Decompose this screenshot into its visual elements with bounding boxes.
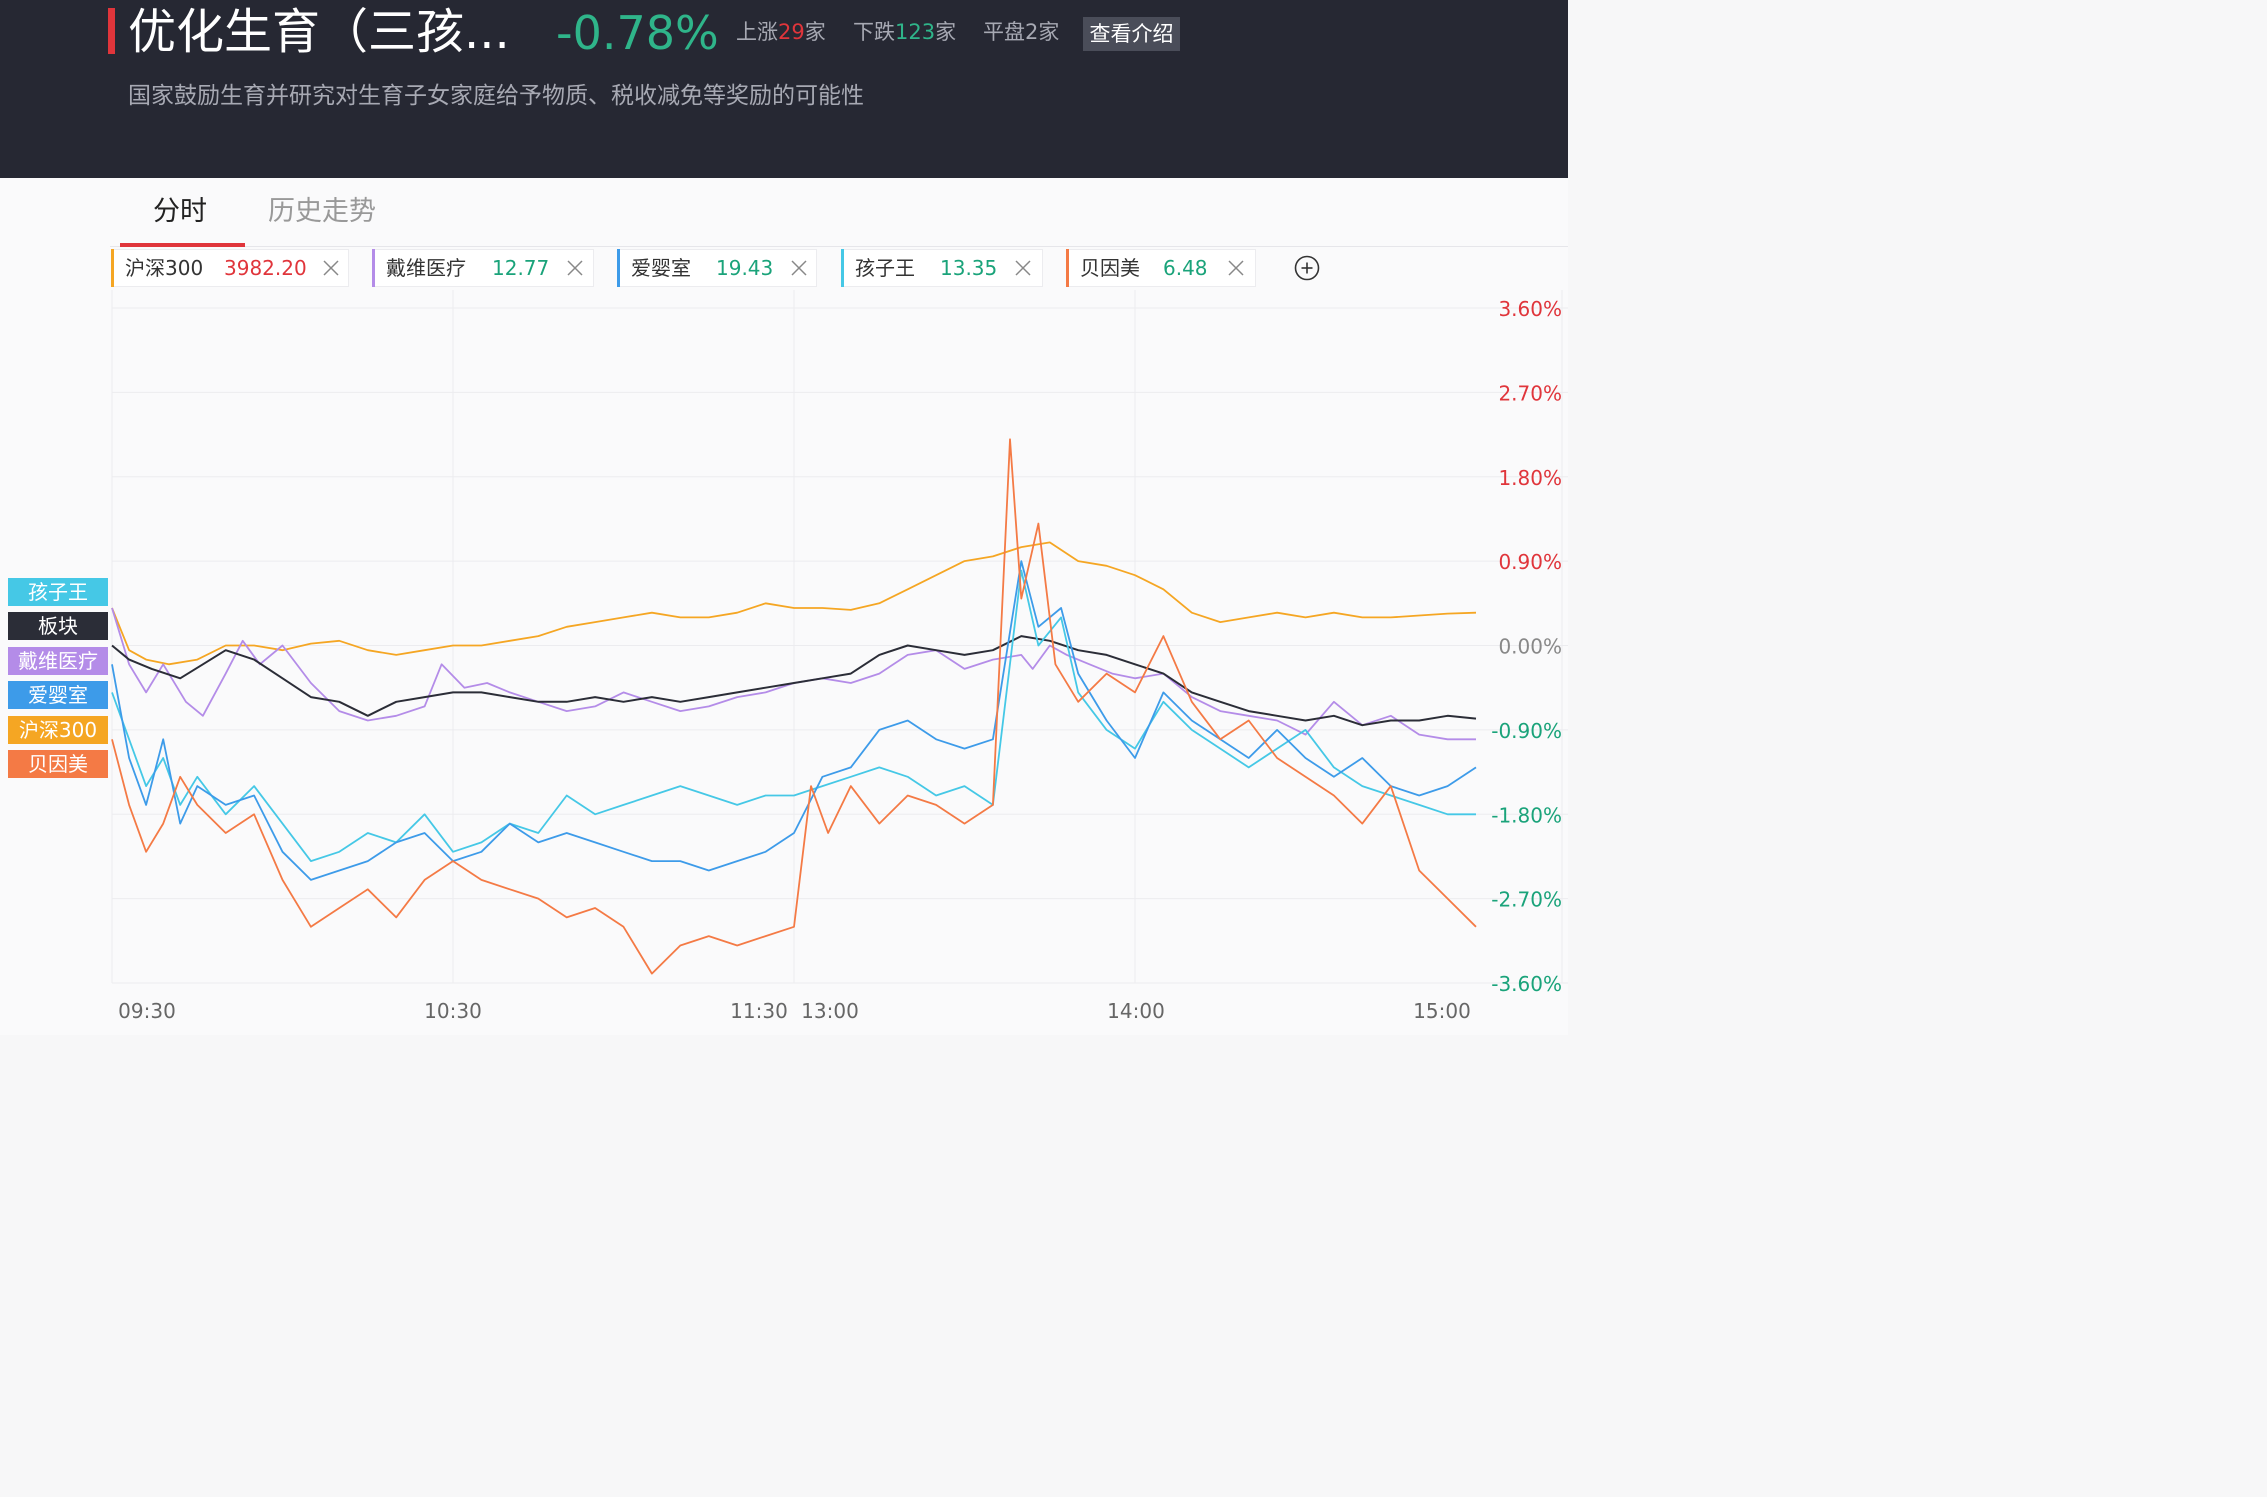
rise-unit: 家 — [804, 20, 826, 44]
fall-label: 下跌 — [853, 20, 895, 44]
legend-item[interactable]: 爱婴室 — [8, 681, 108, 709]
chip-value: 19.43 — [716, 256, 774, 280]
flat-count: 2 — [1025, 20, 1039, 44]
sector-title: 优化生育（三孩... — [128, 4, 510, 60]
chip-value: 6.48 — [1163, 256, 1208, 280]
series-line-1 — [111, 607, 1476, 741]
series-line-3 — [111, 569, 1476, 862]
intraday-chart: 3.60% 2.70% 1.80% 0.90% 0.00% -0.90% -1.80% -2.… — [111, 290, 1568, 1023]
y-tick-label: 0.00% — [1498, 635, 1562, 659]
rise-count: 29 — [778, 20, 805, 44]
compare-chip[interactable]: 孩子王 13.35 — [841, 249, 1043, 287]
fall-stat: 下跌123家 — [853, 18, 956, 46]
chip-value: 12.77 — [492, 256, 550, 280]
flat-label: 平盘 — [983, 20, 1025, 44]
flat-unit: 家 — [1038, 20, 1060, 44]
fall-count: 123 — [895, 20, 936, 44]
x-tick-label: 09:30 — [118, 999, 176, 1023]
compare-chip[interactable]: 爱婴室 19.43 — [617, 249, 817, 287]
x-tick-label: 15:00 — [1413, 999, 1471, 1023]
y-axis-labels: 3.60% 2.70% 1.80% 0.90% 0.00% -0.90% -1.80% -2.… — [1491, 297, 1562, 996]
header — [0, 0, 1568, 178]
series-line-2 — [111, 635, 1477, 727]
y-tick-label: 1.80% — [1498, 466, 1562, 490]
rise-label: 上涨 — [736, 20, 778, 44]
add-circle-icon[interactable] — [1294, 255, 1320, 281]
rise-stat: 上涨29家 — [736, 18, 826, 46]
tabs-divider — [110, 246, 1568, 247]
sector-description: 国家鼓励生育并研究对生育子女家庭给予物质、税收减免等奖励的可能性 — [128, 83, 864, 109]
chip-color-bar — [1066, 249, 1069, 287]
y-tick-label: -3.60% — [1491, 972, 1562, 996]
chip-name: 贝因美 — [1080, 256, 1140, 280]
chart-grid — [111, 290, 1568, 984]
active-tab-indicator — [120, 243, 245, 247]
close-icon[interactable] — [1013, 258, 1033, 278]
x-tick-label: 11:30 — [730, 999, 788, 1023]
chip-color-bar — [111, 249, 114, 287]
y-tick-label: 3.60% — [1498, 297, 1562, 321]
series-line-0 — [111, 541, 1477, 666]
compare-chip[interactable]: 贝因美 6.48 — [1066, 249, 1256, 287]
x-tick-label: 13:00 — [801, 999, 859, 1023]
y-tick-label: -2.70% — [1491, 888, 1562, 912]
legend-item[interactable]: 板块 — [8, 612, 108, 640]
close-icon[interactable] — [321, 258, 341, 278]
compare-chip[interactable]: 沪深300 3982.20 — [111, 249, 349, 287]
chip-name: 孩子王 — [855, 256, 915, 280]
compare-chip[interactable]: 戴维医疗 12.77 — [372, 249, 594, 287]
chip-value: 13.35 — [940, 256, 998, 280]
x-axis-labels: 09:30 10:30 11:30 13:00 14:00 15:00 — [118, 999, 1471, 1023]
y-tick-label: 0.90% — [1498, 550, 1562, 574]
chip-name: 沪深300 — [125, 256, 204, 280]
chip-name: 爱婴室 — [631, 256, 691, 280]
chip-value: 3982.20 — [224, 256, 307, 280]
series-line-4 — [111, 560, 1477, 881]
chip-name: 戴维医疗 — [386, 256, 466, 280]
x-tick-label: 14:00 — [1107, 999, 1165, 1023]
x-tick-label: 10:30 — [424, 999, 482, 1023]
y-tick-label: -1.80% — [1491, 803, 1562, 827]
title-accent — [108, 8, 115, 54]
legend-item[interactable]: 孩子王 — [8, 578, 108, 606]
close-icon[interactable] — [565, 258, 585, 278]
legend-item[interactable]: 贝因美 — [8, 750, 108, 778]
chip-color-bar — [372, 249, 375, 287]
y-tick-label: 2.70% — [1498, 381, 1562, 405]
tab-history[interactable]: 历史走势 — [268, 196, 376, 227]
legend-item[interactable]: 沪深300 — [8, 716, 108, 744]
series-line-5 — [111, 438, 1477, 975]
y-tick-label: -0.90% — [1491, 719, 1562, 743]
chip-color-bar — [841, 249, 844, 287]
close-icon[interactable] — [789, 258, 809, 278]
view-intro-button[interactable]: 查看介绍 — [1083, 17, 1180, 51]
fall-unit: 家 — [935, 20, 957, 44]
close-icon[interactable] — [1226, 258, 1246, 278]
tab-intraday[interactable]: 分时 — [153, 196, 207, 227]
legend-item[interactable]: 戴维医疗 — [8, 647, 108, 675]
chip-color-bar — [617, 249, 620, 287]
series-lines — [111, 438, 1477, 975]
sector-change: -0.78% — [556, 6, 719, 60]
flat-stat: 平盘2家 — [983, 18, 1059, 46]
